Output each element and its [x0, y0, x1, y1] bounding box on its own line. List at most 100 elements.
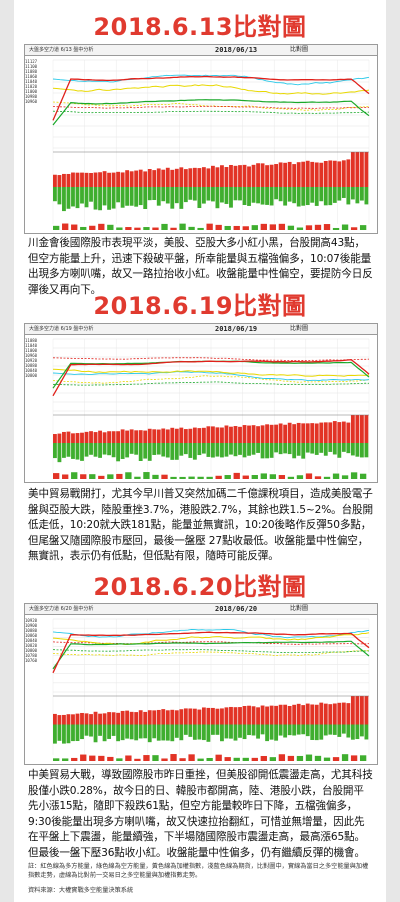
bear-volume-bar — [75, 443, 80, 460]
chart-header-title: 大盤多空力道 6/19 盤中分析 — [29, 326, 94, 332]
bear-volume-bar — [147, 187, 152, 201]
y-tick: 11020 — [25, 84, 38, 89]
bear-volume-bar — [102, 443, 107, 455]
bull-volume-bar — [84, 172, 89, 187]
tick-bar — [62, 758, 69, 761]
bear-volume-bar — [278, 724, 283, 736]
y-tick: 10880 — [25, 363, 38, 368]
bear-volume-bar — [341, 443, 346, 452]
futures-line — [52, 371, 370, 382]
bear-volume-bar — [211, 187, 215, 202]
bear-volume-bar — [147, 443, 152, 461]
bull-volume-bar — [274, 424, 279, 443]
bear-volume-bar — [332, 724, 337, 735]
tick-bar — [134, 758, 141, 761]
bear-volume-bar — [134, 443, 139, 455]
bull-volume-bar — [323, 703, 328, 725]
bull-volume-bar — [269, 164, 274, 187]
bear-volume-bar — [71, 443, 75, 459]
bull-volume-bar — [265, 706, 270, 725]
bear-volume-bar — [319, 187, 324, 202]
bear-volume-bar — [251, 724, 256, 736]
bull-volume-bar — [201, 167, 206, 187]
bear-volume-bar — [192, 443, 197, 460]
bull-volume-bar — [89, 431, 93, 443]
tick-bar — [53, 473, 60, 479]
bear-volume-bar — [233, 443, 238, 457]
bull-volume-bar — [211, 165, 215, 187]
bull-volume-bar — [152, 710, 157, 725]
chart-tag: 比對圖 — [290, 46, 309, 53]
tick-bar — [188, 754, 195, 761]
bull-volume-bar — [66, 431, 71, 443]
bear-volume-bar — [211, 443, 215, 458]
bull-volume-bar — [93, 432, 98, 443]
bull-volume-bar — [107, 172, 112, 187]
bear-volume-bar — [116, 187, 121, 203]
tick-bar — [278, 754, 286, 761]
bear-volume-bar — [292, 443, 297, 459]
bull-volume-bar — [134, 712, 139, 725]
bull-volume-bar — [265, 165, 270, 187]
tick-bar — [98, 755, 105, 761]
bull-volume-bar — [274, 705, 279, 725]
tick-bar — [53, 758, 60, 761]
bear-volume-bar — [292, 724, 297, 736]
bear-volume-bar — [274, 443, 279, 453]
bull-volume-bar — [265, 424, 270, 443]
y-axis-0619: 11080 11040 11000 10960 10920 10880 1084… — [25, 338, 51, 378]
tick-bar — [179, 758, 186, 761]
bull-volume-bar — [301, 423, 306, 443]
tick-bar — [323, 476, 331, 479]
bear-volume-bar — [265, 187, 270, 205]
bull-volume-bar — [53, 174, 57, 187]
bull-volume-bar — [62, 431, 66, 443]
bull-volume-bar — [215, 167, 220, 187]
section-title-0613: 2018.6.13比對圖 — [93, 13, 307, 41]
bull-volume-bar — [111, 172, 116, 187]
energy-chart-0620 — [52, 618, 370, 761]
y-tick: 11040 — [25, 343, 38, 348]
bull-volume-bar — [242, 705, 247, 725]
tick-bar — [350, 472, 358, 479]
bull-volume-bar — [287, 705, 292, 725]
bull-volume-bar — [323, 161, 328, 187]
bear-volume-bar — [138, 187, 143, 206]
bear-volume-bar — [66, 187, 71, 209]
bull-volume-bar — [220, 165, 224, 187]
tick-bar — [161, 758, 168, 761]
bull-volume-bar — [359, 415, 364, 443]
bear-volume-bar — [233, 187, 238, 201]
bear-volume-bar — [355, 724, 360, 740]
tick-bar — [152, 474, 159, 479]
bear-volume-bar — [138, 443, 143, 461]
bull-volume-bar — [93, 172, 98, 187]
bear-volume-bar — [206, 443, 211, 457]
bull-volume-bar — [98, 713, 102, 725]
bull-volume-bar — [292, 164, 297, 187]
bull-volume-bar — [364, 415, 369, 443]
bull-volume-bar — [129, 171, 134, 187]
bull-volume-bar — [247, 705, 251, 725]
tick-bar — [161, 474, 168, 479]
tick-bar — [296, 475, 304, 479]
bull-volume-bar — [93, 711, 98, 725]
bull-volume-bar — [147, 428, 152, 443]
y-axis-0613: 11127 11100 11080 11060 11040 11020 1100… — [25, 59, 51, 104]
analysis-text-0619: 美中貿易戰開打，尤其今早川普又突然加碼二千億課稅項目，造成美股電子盤與亞股大跌，… — [28, 488, 373, 562]
tick-bar — [71, 757, 78, 761]
bull-volume-bar — [116, 712, 121, 725]
bear-volume-bar — [170, 443, 175, 460]
bull-volume-bar — [350, 696, 355, 725]
bull-volume-bar — [206, 168, 211, 187]
bull-volume-bar — [174, 428, 179, 443]
bull-volume-bar — [174, 710, 179, 725]
bear-volume-bar — [125, 724, 130, 739]
bear-volume-bar — [111, 443, 116, 458]
bull-volume-bar — [323, 422, 328, 443]
bear-volume-bar — [62, 187, 66, 212]
energy-chart-0613 — [52, 59, 370, 230]
section-title-0620: 2018.6.20比對圖 — [93, 573, 307, 601]
bull-volume-bar — [152, 170, 157, 187]
tick-bar — [278, 223, 286, 230]
